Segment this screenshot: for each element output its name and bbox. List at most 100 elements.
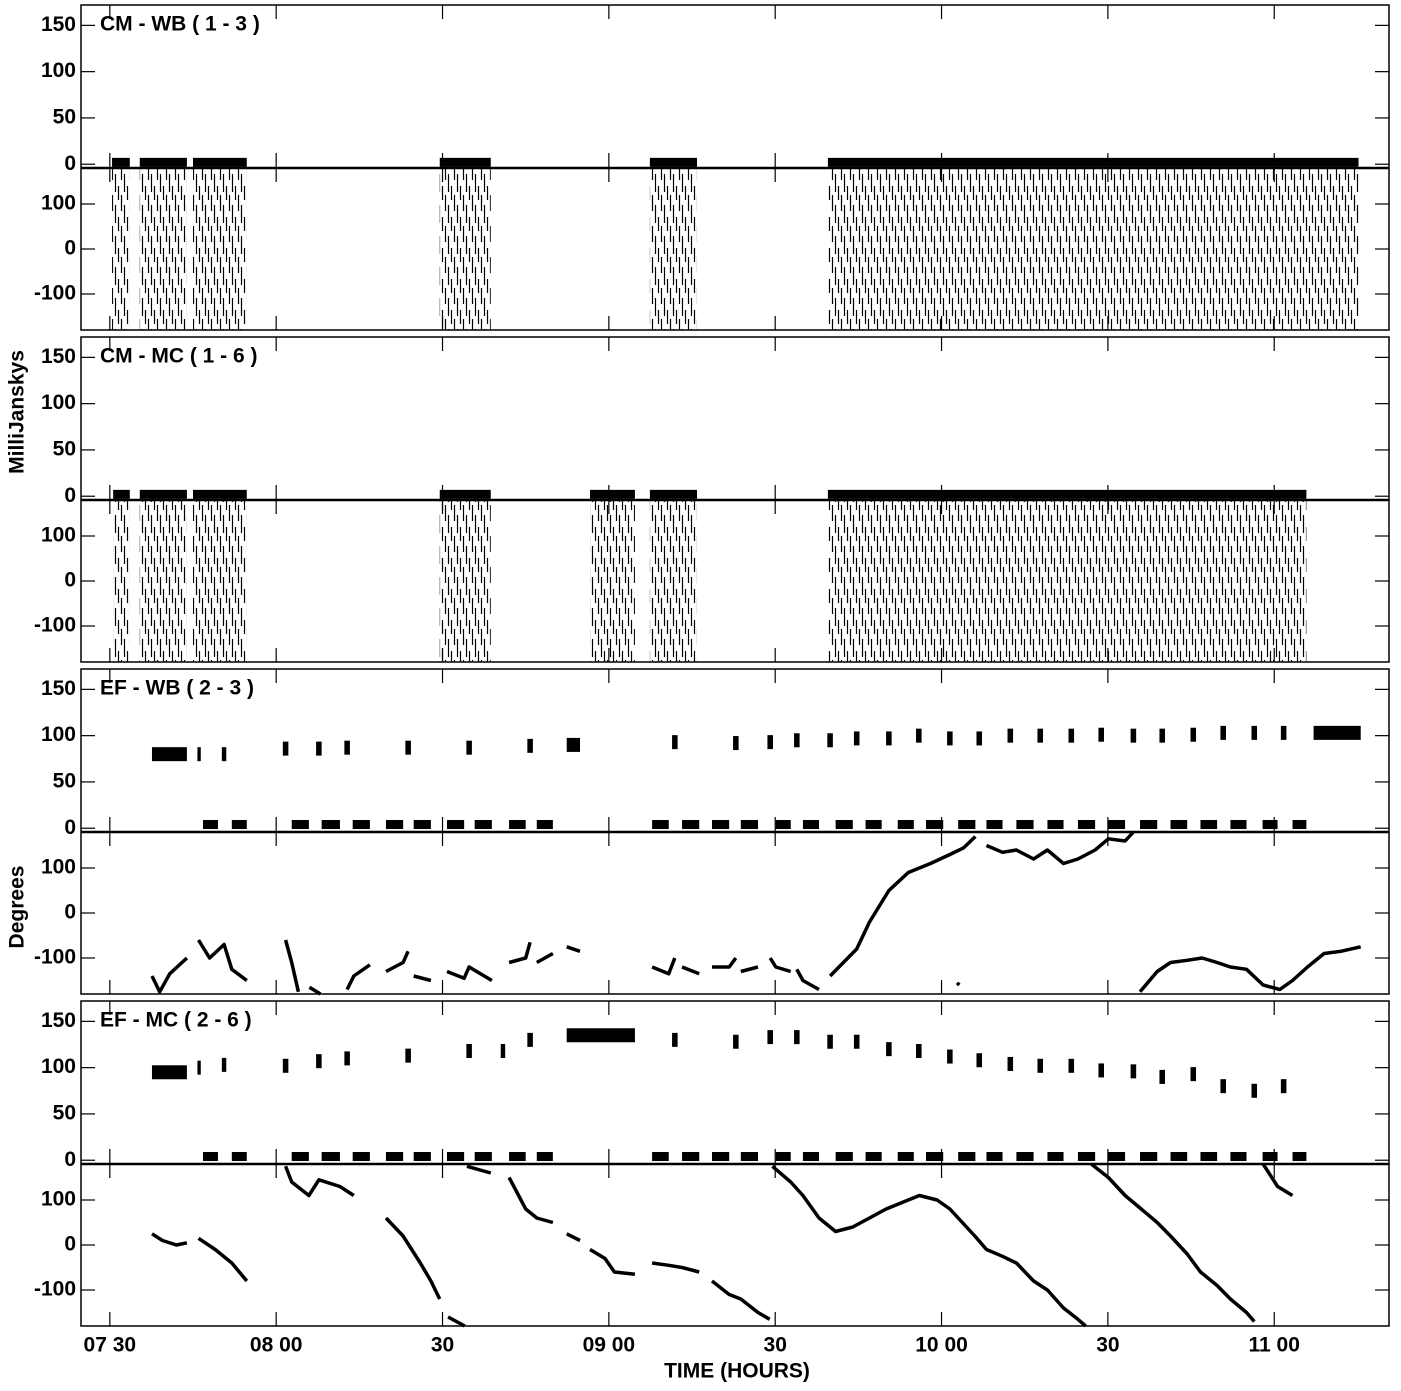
amplitude-scan (405, 1048, 411, 1063)
amplitude-scan (1262, 1152, 1278, 1162)
phase-line (151, 1162, 1294, 1328)
amplitude-scan (321, 820, 340, 830)
phase-scatter (590, 500, 635, 662)
amplitude-scan (139, 489, 187, 499)
amplitude-scan (446, 820, 465, 830)
y-axis-label: Degrees (6, 866, 29, 949)
amplitude-scan (1108, 1152, 1126, 1162)
phase-scatter (827, 500, 1307, 662)
phase-scatter (112, 168, 130, 330)
phase-scatter (649, 500, 698, 662)
amplitude-scan (1251, 1083, 1258, 1098)
x-tick-label: 07 30 (84, 1334, 137, 1357)
x-axis-label: TIME (HOURS) (664, 1360, 810, 1383)
phase-scatter (439, 500, 491, 662)
amplitude-scan (827, 1034, 833, 1049)
amplitude-scan (740, 820, 759, 830)
y2-tick-label: 0 (64, 901, 76, 924)
amplitude-scan (916, 728, 922, 743)
y-tick-label: 0 (64, 816, 76, 839)
amplitude-scan (151, 747, 187, 762)
amplitude-scan (1190, 1067, 1197, 1082)
amplitude-scan (139, 157, 187, 167)
amplitude-scan (413, 1152, 431, 1162)
x-tick-label: 30 (431, 1334, 454, 1357)
y-tick-label: 0 (64, 484, 76, 507)
amplitude-scan (385, 1152, 404, 1162)
amplitude-scan (536, 820, 553, 830)
phase-scatter (139, 168, 187, 330)
amplitude-scan (316, 1054, 322, 1069)
panel: 0 50 100 150 -100 0 100 07 30 08 00 30 09 00 30 10 0… (34, 1000, 1390, 1383)
amplitude-scan (682, 820, 700, 830)
y2-tick-label: -100 (34, 282, 76, 305)
amplitude-scan (291, 820, 309, 830)
y-tick-label: 100 (41, 391, 76, 414)
y2-tick-label: -100 (34, 1278, 76, 1301)
y2-tick-label: 0 (64, 569, 76, 592)
x-tick-label: 30 (764, 1334, 787, 1357)
amplitude-scan (193, 157, 247, 167)
y-tick-label: 50 (53, 1101, 76, 1124)
amplitude-scan (682, 1152, 700, 1162)
amplitude-scan (474, 820, 492, 830)
amplitude-scan (466, 1043, 472, 1058)
phase-scatter (139, 500, 187, 662)
x-tick-label: 11 00 (1249, 1334, 1300, 1357)
amplitude-scan (1130, 1064, 1137, 1079)
amplitude-scan (1007, 728, 1014, 743)
amplitude-scan (500, 1043, 506, 1058)
amplitude-scan (1140, 820, 1158, 830)
amplitude-scan (439, 489, 491, 499)
amplitude-scan (733, 1034, 739, 1049)
amplitude-scan (466, 740, 472, 755)
amplitude-scan (916, 1043, 922, 1058)
panel-title: EF - MC ( 2 - 6 ) (100, 1009, 252, 1032)
phase-scatter (649, 168, 698, 330)
amplitude-scan (986, 820, 1003, 830)
amplitude-scan (802, 820, 820, 830)
amplitude-scan (794, 733, 800, 748)
y2-tick-label: 100 (41, 524, 76, 547)
amplitude-scan (197, 747, 201, 762)
amplitude-scan (439, 157, 491, 167)
amplitude-scan (1037, 1058, 1044, 1073)
amplitude-scan (802, 1152, 820, 1162)
y2-tick-label: 0 (64, 1233, 76, 1256)
amplitude-scan (344, 1051, 350, 1066)
amplitude-scan (1007, 1056, 1014, 1071)
amplitude-scan (352, 1152, 370, 1162)
y-tick-label: 150 (41, 677, 76, 700)
panel-title: CM - MC ( 1 - 6 ) (100, 345, 258, 368)
y-tick-label: 0 (64, 152, 76, 175)
amplitude-scan (112, 157, 130, 167)
x-tick-label: 30 (1096, 1334, 1119, 1357)
amplitude-scan (566, 737, 581, 752)
x-tick-label: 10 00 (915, 1334, 968, 1357)
y-tick-label: 50 (53, 437, 76, 460)
amplitude-scan (474, 1152, 492, 1162)
amplitude-scan (1251, 725, 1258, 740)
amplitude-scan (1047, 1152, 1064, 1162)
amplitude-scan (926, 820, 944, 830)
amplitude-scan (221, 747, 227, 762)
amplitude-scan (711, 820, 730, 830)
amplitude-scan (1170, 1152, 1188, 1162)
amplitude-scan (590, 489, 635, 499)
amplitude-scan (767, 735, 773, 750)
y2-tick-label: 0 (64, 237, 76, 260)
amplitude-scan (1280, 725, 1287, 740)
amplitude-scan (536, 1152, 553, 1162)
x-tick-label: 09 00 (583, 1334, 636, 1357)
amplitude-scan (740, 1152, 759, 1162)
amplitude-scan (1130, 728, 1137, 743)
amplitude-scan (344, 740, 350, 755)
phase-scatter (827, 168, 1359, 330)
amplitude-scan (947, 731, 953, 746)
amplitude-scan (509, 1152, 526, 1162)
amplitude-scan (1037, 728, 1044, 743)
amplitude-scan (113, 489, 130, 499)
amplitude-scan (405, 740, 411, 755)
amplitude-scan (649, 157, 698, 167)
